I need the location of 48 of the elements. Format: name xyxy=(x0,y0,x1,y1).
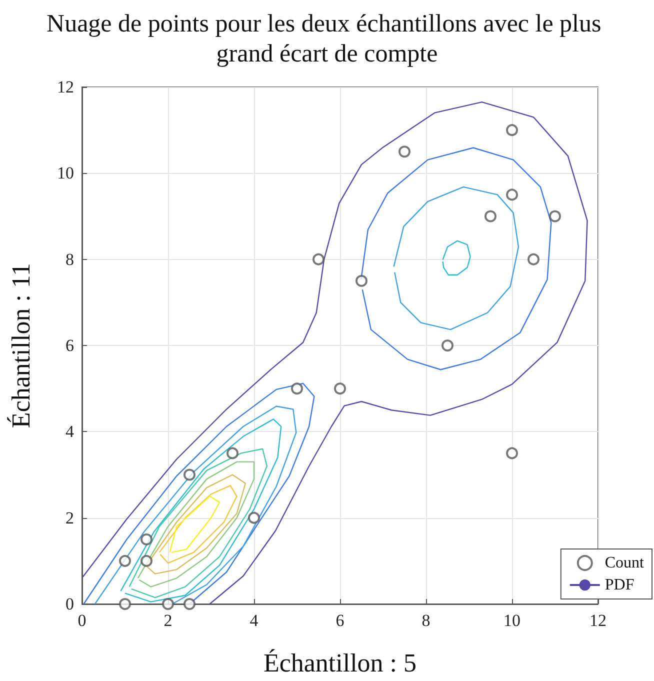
y-tick-label: 2 xyxy=(66,508,74,528)
y-tick-label: 10 xyxy=(57,164,74,183)
x-tick-label: 4 xyxy=(250,611,259,630)
point xyxy=(312,253,324,266)
point xyxy=(549,210,561,222)
point xyxy=(442,340,454,352)
point xyxy=(119,554,131,567)
point xyxy=(140,554,152,567)
y-axis-title: Échantillon : 11 xyxy=(6,262,36,428)
point xyxy=(398,146,410,158)
point xyxy=(184,598,196,610)
point xyxy=(506,188,518,201)
point xyxy=(334,382,346,395)
point xyxy=(484,210,496,222)
point xyxy=(528,253,540,266)
y-tick-label: 4 xyxy=(66,422,74,442)
x-tick-label: 10 xyxy=(504,611,520,630)
x-tick-label: 8 xyxy=(422,611,430,630)
line-series xyxy=(169,496,220,553)
x-axis-title: Échantillon : 5 xyxy=(263,648,417,678)
x-tick-label: 6 xyxy=(336,611,344,630)
line-series xyxy=(393,186,520,330)
point xyxy=(291,382,303,395)
point xyxy=(162,598,174,610)
point xyxy=(140,533,152,546)
y-tick-label: 6 xyxy=(66,336,74,355)
line-series xyxy=(120,418,282,602)
legend-label: Count xyxy=(604,554,645,572)
point xyxy=(184,468,196,481)
x-tick-label: 2 xyxy=(164,611,172,630)
point xyxy=(506,447,518,460)
point xyxy=(506,124,518,136)
x-tick-label: 12 xyxy=(590,611,606,630)
line-series xyxy=(82,101,588,605)
line-series xyxy=(137,461,255,588)
x-tick-label: 0 xyxy=(78,611,86,630)
legend-label: PDF xyxy=(604,576,634,594)
line-series xyxy=(158,484,238,564)
y-tick-label: 12 xyxy=(57,78,74,96)
chart-title: Nuage de points pour les deux échantillons avec le plus grand écart de compte xyxy=(46,10,608,68)
line-series xyxy=(128,448,268,598)
point xyxy=(248,512,260,524)
y-tick-label: 0 xyxy=(66,594,74,614)
point xyxy=(119,598,131,610)
line-series xyxy=(442,240,471,276)
point xyxy=(226,447,238,460)
y-tick-label: 8 xyxy=(66,250,74,269)
point xyxy=(356,274,368,287)
